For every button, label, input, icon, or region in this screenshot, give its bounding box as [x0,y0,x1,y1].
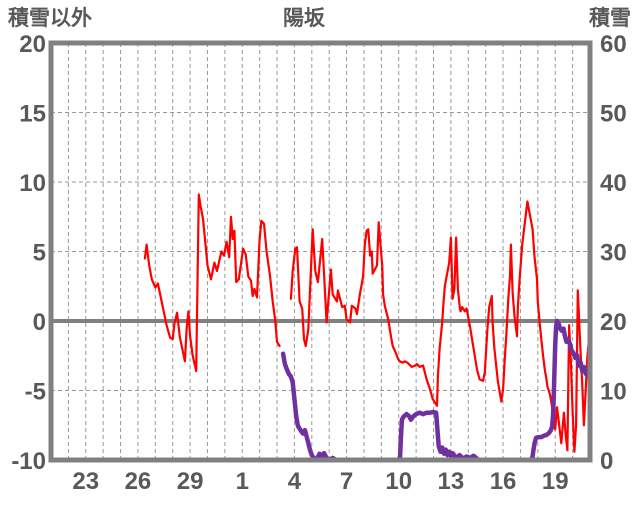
plot-frame [48,40,593,463]
left-axis-tick-label: -5 [25,379,46,406]
right-axis-tick-label: 20 [600,309,627,336]
right-axis-tick-label: 50 [600,101,627,128]
x-axis-tick-label: 29 [177,468,204,495]
x-axis-tick-label: 13 [438,468,465,495]
right-axis-tick-label: 60 [600,31,627,58]
left-axis-series-line [143,193,281,373]
right-axis-tick-label: 30 [600,240,627,267]
x-axis-tick-label: 26 [125,468,152,495]
left-axis-series-line [289,200,590,453]
left-axis-tick-label: -10 [11,448,46,475]
right-axis-tick-label: 0 [600,448,613,475]
left-axis-tick-label: 15 [19,101,46,128]
x-axis-tick-label: 16 [490,468,517,495]
right-axis-tick-label: 10 [600,379,627,406]
left-axis-tick-label: 5 [33,240,46,267]
left-axis-tick-label: 10 [19,170,46,197]
x-axis-tick-label: 19 [542,468,569,495]
x-axis-tick-label: 1 [236,468,249,495]
right-axis-series-line [514,318,590,460]
left-axis-tick-label: 0 [33,309,46,336]
right-axis-title: 積雪 [589,7,631,30]
right-axis-series-line [280,351,511,460]
left-axis-title: 積雪以外 [8,7,92,30]
x-axis-tick-label: 4 [288,468,302,495]
x-axis-tick-label: 23 [72,468,99,495]
right-axis-tick-label: 40 [600,170,627,197]
left-axis-tick-label: 20 [19,31,46,58]
x-axis-tick-label: 10 [385,468,412,495]
x-axis-tick-label: 7 [340,468,353,495]
chart-title: 陽坂 [283,7,325,30]
